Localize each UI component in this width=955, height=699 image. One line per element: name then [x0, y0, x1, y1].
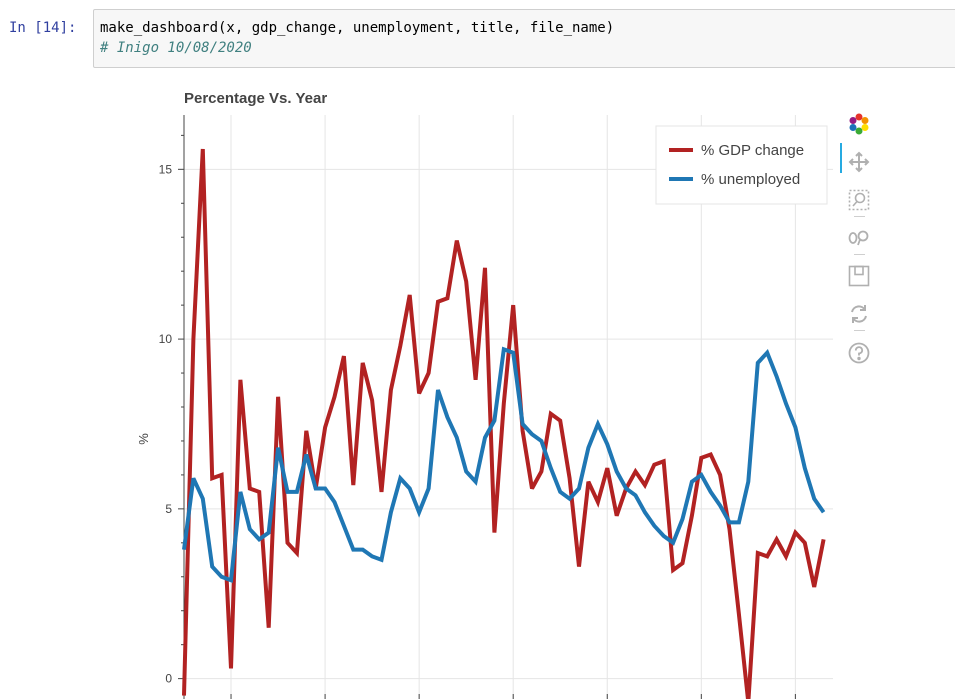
code-line-comment: # Inigo 10/08/2020 [100, 40, 252, 56]
toolbar-divider [854, 330, 865, 331]
grid-layer [184, 115, 833, 699]
reset-tool-icon[interactable] [848, 303, 870, 325]
y-tick-label: 0 [165, 672, 172, 686]
legend-label-gdp: % GDP change [701, 142, 804, 159]
code-line-call: make_dashboard(x, gdp_change, unemployme… [100, 20, 615, 36]
series-line-gdp [182, 148, 826, 699]
cell-prompt: In [14]: [9, 20, 77, 36]
box-zoom-tool-icon[interactable] [848, 189, 870, 211]
legend-box [655, 125, 828, 205]
toolbar-divider [854, 254, 865, 255]
save-tool-icon[interactable] [848, 265, 870, 287]
y-tick-label: 10 [159, 332, 173, 346]
cell-output: 0 5 10 15 Percentage Vs. Year % % GDP chang… [93, 78, 955, 699]
code-input-area[interactable]: make_dashboard(x, gdp_change, unemployme… [93, 9, 955, 68]
legend-label-unemployment: % unemployed [701, 171, 800, 188]
legend: % GDP change % unemployed [655, 125, 828, 205]
series-layer [182, 148, 826, 699]
bokeh-logo-icon[interactable] [848, 113, 870, 135]
toolbar-divider [854, 216, 865, 217]
chart-title: Percentage Vs. Year [184, 90, 327, 107]
y-axis-label: % [136, 433, 151, 445]
active-tool-indicator [840, 143, 842, 173]
wheel-zoom-tool-icon[interactable] [848, 227, 870, 249]
y-tick-label: 15 [159, 162, 173, 176]
y-tick-label: 5 [165, 502, 172, 516]
pan-tool-icon[interactable] [848, 151, 870, 173]
line-chart[interactable]: 0 5 10 15 Percentage Vs. Year % % GDP chang… [93, 78, 955, 699]
plot-toolbar [840, 110, 880, 370]
series-line-unemployment [182, 346, 826, 583]
help-tool-icon[interactable] [848, 342, 870, 364]
